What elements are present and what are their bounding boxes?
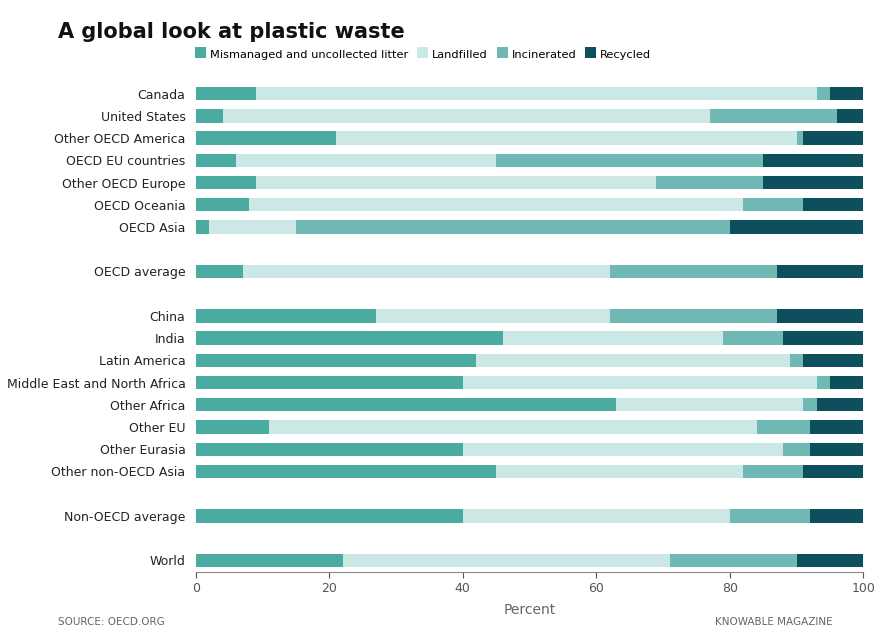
Bar [196, 198, 249, 211]
Bar [497, 465, 743, 478]
X-axis label: Percent: Percent [504, 603, 555, 617]
Bar [196, 509, 463, 523]
Bar [610, 309, 776, 323]
Bar [236, 154, 497, 167]
Bar [657, 176, 764, 189]
Bar [209, 220, 295, 234]
Bar [617, 398, 804, 411]
Bar [810, 509, 863, 523]
Bar [610, 265, 776, 278]
Text: A global look at plastic waste: A global look at plastic waste [58, 22, 405, 42]
Bar [270, 420, 756, 434]
Bar [730, 509, 810, 523]
Bar [196, 109, 222, 123]
Bar [196, 443, 463, 456]
Bar [817, 398, 863, 411]
Bar [764, 176, 863, 189]
Bar [817, 376, 830, 389]
Bar [196, 265, 242, 278]
Bar [196, 131, 336, 145]
Bar [463, 509, 730, 523]
Bar [222, 109, 710, 123]
Bar [710, 109, 837, 123]
Bar [336, 131, 797, 145]
Bar [777, 309, 863, 323]
Bar [730, 220, 863, 234]
Bar [343, 554, 669, 567]
Bar [476, 354, 790, 367]
Text: SOURCE: OECD.ORG: SOURCE: OECD.ORG [58, 617, 165, 627]
Bar [256, 87, 817, 100]
Bar [743, 198, 804, 211]
Bar [463, 443, 783, 456]
Bar [803, 354, 863, 367]
Bar [810, 420, 863, 434]
Bar [783, 443, 810, 456]
Bar [196, 309, 376, 323]
Bar [196, 554, 343, 567]
Bar [196, 220, 209, 234]
Bar [196, 398, 617, 411]
Bar [783, 331, 863, 345]
Bar [497, 154, 764, 167]
Bar [256, 176, 657, 189]
Bar [810, 443, 863, 456]
Bar [743, 465, 804, 478]
Bar [196, 154, 236, 167]
Bar [756, 420, 810, 434]
Bar [803, 131, 863, 145]
Bar [790, 354, 804, 367]
Bar [829, 87, 863, 100]
Bar [817, 87, 830, 100]
Bar [803, 198, 863, 211]
Bar [196, 420, 270, 434]
Bar [249, 198, 743, 211]
Bar [724, 331, 783, 345]
Bar [196, 176, 256, 189]
Bar [797, 131, 803, 145]
Bar [242, 265, 610, 278]
Bar [670, 554, 797, 567]
Bar [196, 354, 476, 367]
Bar [196, 87, 256, 100]
Bar [196, 465, 497, 478]
Bar [196, 376, 463, 389]
Bar [463, 376, 817, 389]
Bar [803, 465, 863, 478]
Bar [376, 309, 610, 323]
Legend: Mismanaged and uncollected litter, Landfilled, Incinerated, Recycled: Mismanaged and uncollected litter, Landf… [195, 49, 651, 60]
Bar [295, 220, 730, 234]
Bar [777, 265, 863, 278]
Bar [196, 331, 503, 345]
Bar [797, 554, 863, 567]
Bar [803, 398, 817, 411]
Bar [829, 376, 863, 389]
Bar [837, 109, 863, 123]
Bar [503, 331, 724, 345]
Bar [764, 154, 863, 167]
Text: KNOWABLE MAGAZINE: KNOWABLE MAGAZINE [715, 617, 832, 627]
